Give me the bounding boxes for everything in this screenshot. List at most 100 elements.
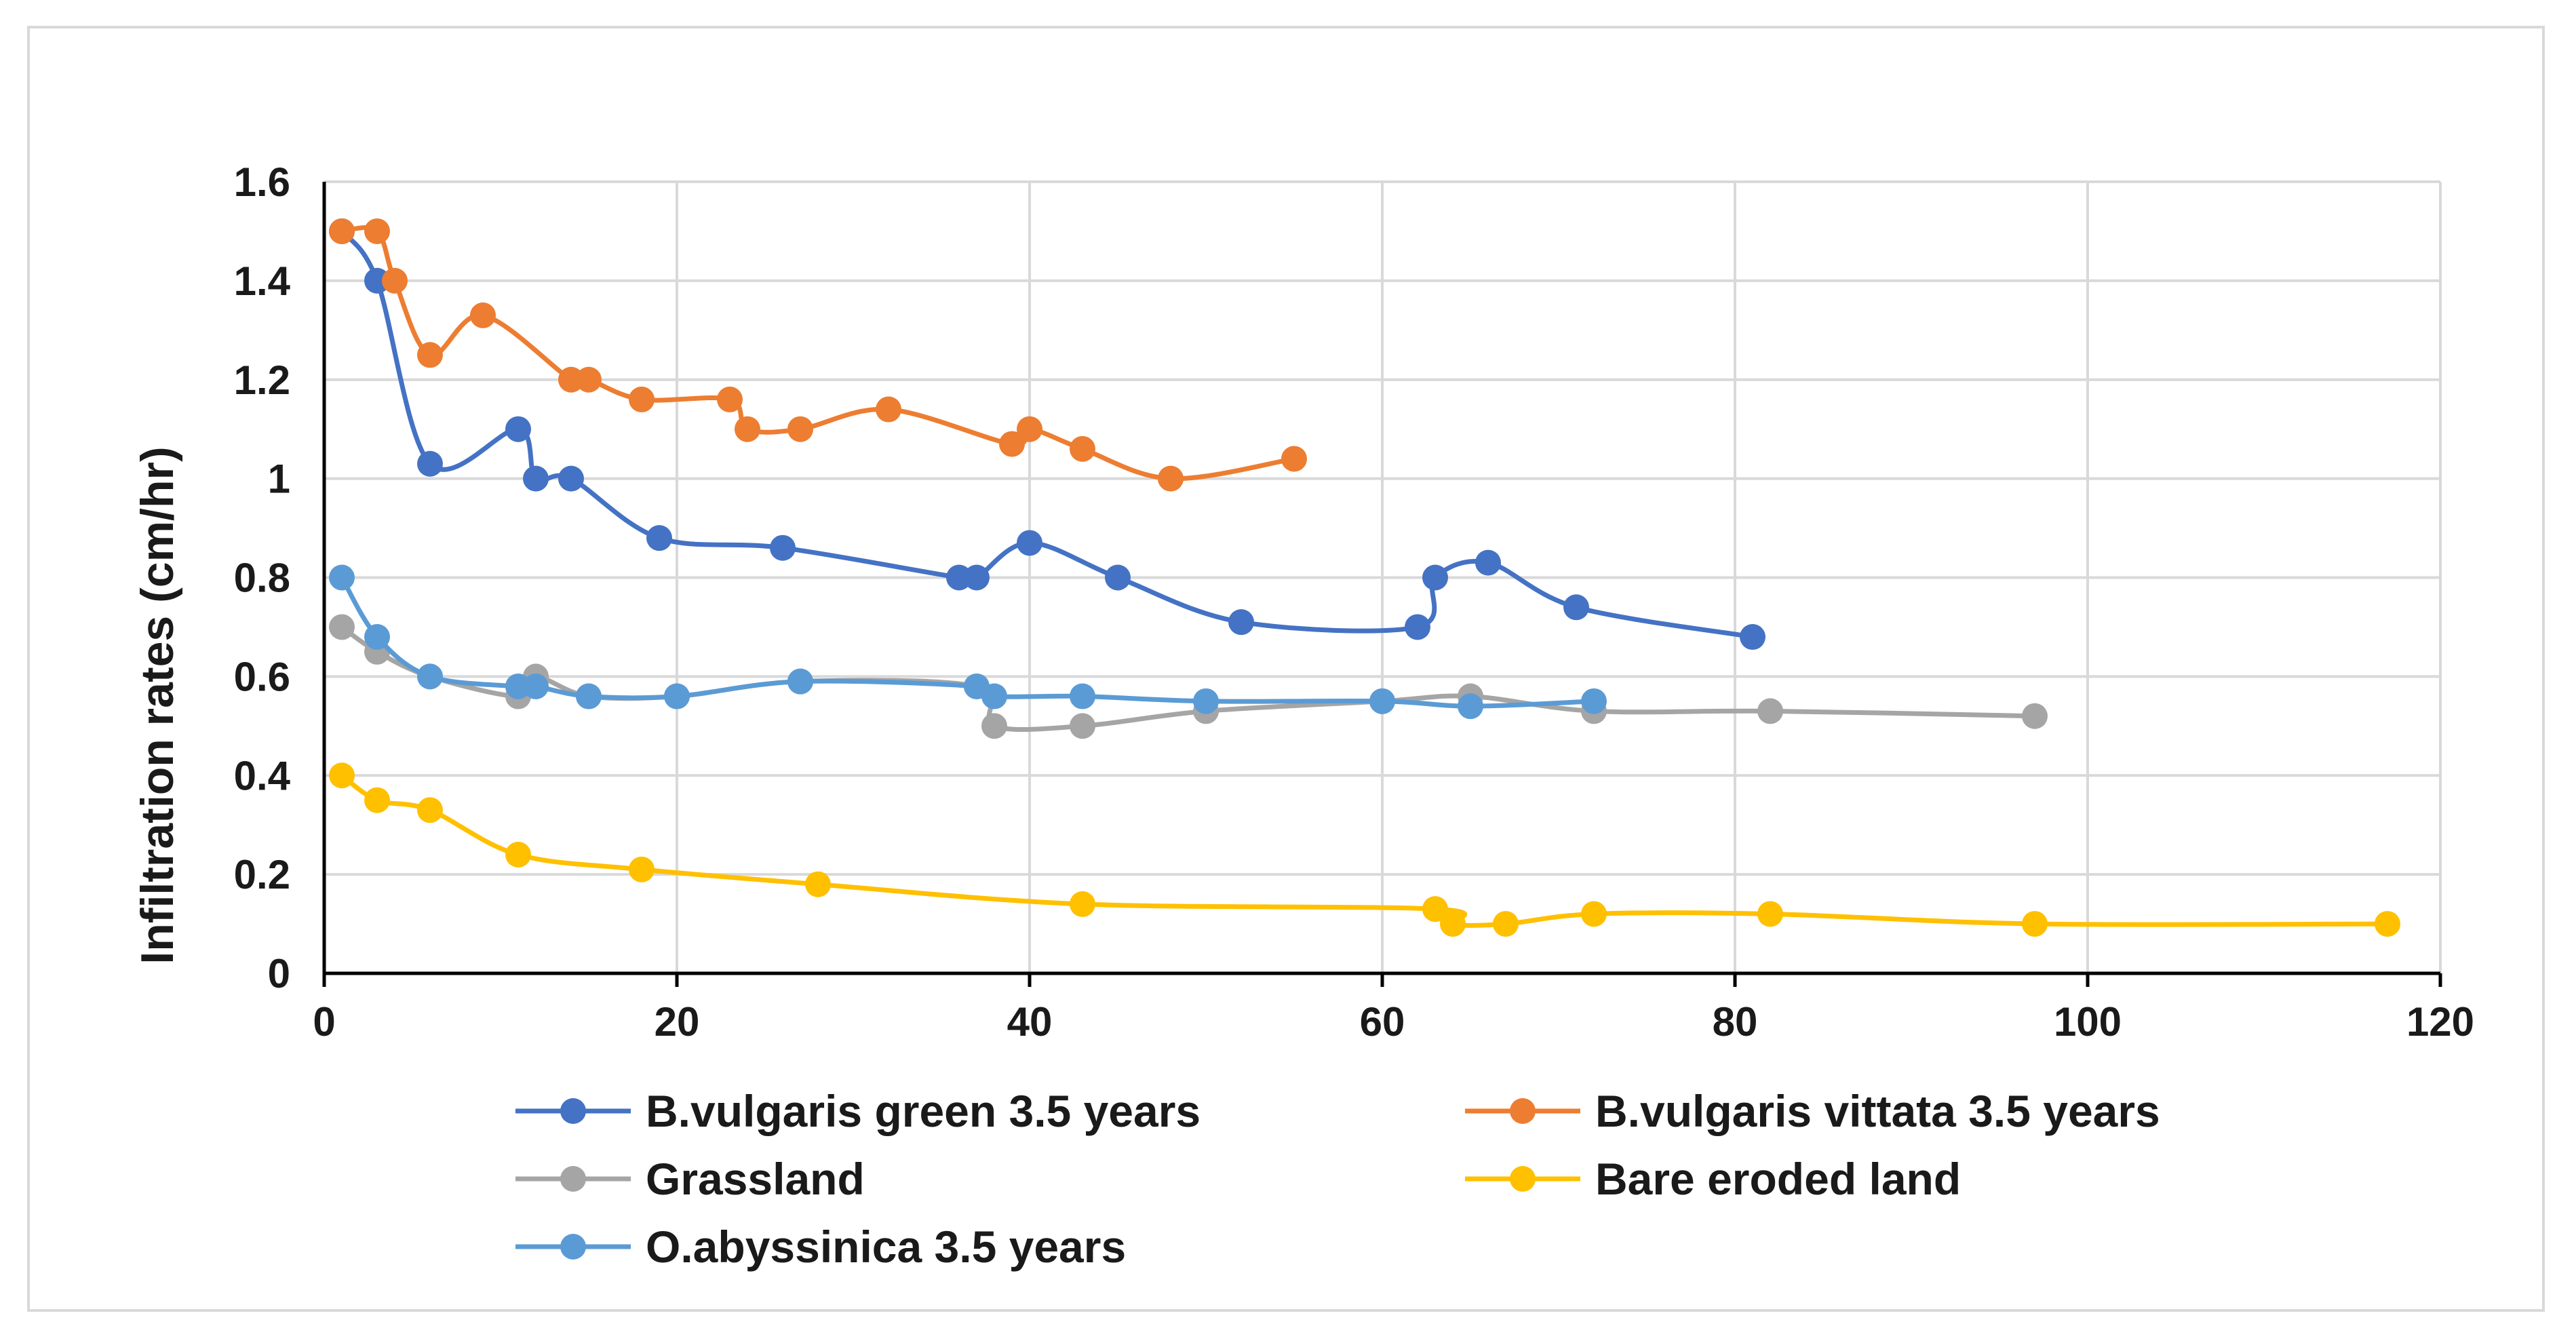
data-point [1458,693,1483,720]
y-tick-label: 1.4 [234,258,291,304]
data-point [1581,901,1607,927]
legend-marker [1510,1098,1536,1124]
data-point [1070,683,1095,709]
y-tick-label: 0.2 [234,852,290,897]
y-axis-ticks: 0 0.2 0.4 0.6 0.8 1 1.2 1.4 1.6 [234,159,291,996]
x-tick-label: 100 [2054,999,2122,1045]
x-tick-label: 40 [1007,999,1053,1045]
data-point [629,856,655,882]
chart-frame [27,26,2545,1312]
data-point [787,668,813,695]
data-point [1422,564,1448,591]
data-point [646,525,672,551]
data-point [576,683,602,709]
data-point [364,787,390,813]
x-tick-label: 0 [313,999,335,1045]
legend-marker [560,1166,586,1192]
legend-item: O.abyssinica 3.5 years [515,1222,1126,1272]
legend-label: O.abyssinica 3.5 years [646,1222,1126,1272]
data-point [523,673,549,699]
data-point [1228,609,1254,636]
data-point [382,267,408,294]
data-point [981,713,1007,739]
data-point [735,416,760,442]
series-line [339,225,1297,482]
legend-item: B.vulgaris green 3.5 years [515,1086,1201,1136]
x-tick-label: 20 [655,999,700,1045]
series-b-vulgaris-vittata-3-5-years [329,218,1307,492]
data-point [2022,703,2048,729]
data-point [787,416,813,442]
data-point [505,416,531,442]
data-point [629,386,655,412]
series-o-abyssinica-3-5-years [329,564,1607,720]
data-point [1475,549,1501,576]
data-point [999,431,1025,457]
series-line [339,575,1597,709]
data-point [1281,446,1307,472]
x-tick-label: 60 [1360,999,1405,1045]
data-point [364,624,390,650]
legend-label: B.vulgaris vittata 3.5 years [1595,1086,2160,1136]
grid [324,180,2442,973]
y-tick-label: 1 [268,456,290,502]
data-point [1440,911,1466,937]
legend-marker [560,1098,586,1124]
data-point [1105,564,1131,591]
data-point [1369,688,1395,714]
legend-item: Bare eroded land [1465,1154,1961,1204]
data-point [417,663,443,690]
series [329,218,2400,937]
data-point [1193,688,1219,714]
x-axis-ticks: 0 20 40 60 80 100 120 [313,999,2474,1045]
y-tick-label: 0.4 [234,753,291,798]
data-point [329,614,355,640]
y-tick-label: 0.6 [234,654,290,699]
data-point [1757,901,1783,927]
data-point [1581,688,1607,714]
data-point [558,465,584,492]
data-point [364,218,390,244]
data-point [1405,614,1430,640]
series-bare-eroded-land [329,762,2400,937]
y-tick-label: 0.8 [234,556,290,601]
data-point [417,342,443,368]
y-tick-label: 0 [268,951,290,996]
data-point [505,841,531,868]
data-point [876,396,901,423]
axes [322,182,2442,987]
legend-item: B.vulgaris vittata 3.5 years [1465,1086,2160,1136]
y-axis-title: Infiltration rates (cm/hr) [132,446,183,964]
legend-marker [560,1234,586,1260]
data-point [1070,713,1095,739]
series-line [339,773,2390,928]
data-point [2022,911,2048,937]
data-point [946,564,972,591]
legend-label: B.vulgaris green 3.5 years [646,1086,1201,1136]
data-point [329,762,355,789]
data-point [417,450,443,477]
data-point [805,871,831,897]
legend-label: Grassland [646,1154,865,1204]
data-point [329,218,355,244]
data-point [770,534,796,561]
legend-item: Grassland [515,1154,865,1204]
data-point [505,673,531,699]
data-point [1563,594,1589,621]
data-point [417,797,443,823]
data-point [1422,896,1448,922]
data-point [981,683,1007,709]
data-point [470,302,496,328]
data-point [1740,624,1765,650]
data-point [576,366,602,393]
legend-marker [1510,1166,1536,1192]
data-point [1017,530,1042,556]
data-point [1070,435,1095,462]
data-point [664,683,690,709]
data-point [1757,698,1783,724]
data-point [1070,891,1095,917]
data-point [1017,416,1042,442]
legend: B.vulgaris green 3.5 years B.vulgaris vit… [515,1086,2160,1272]
data-point [329,564,355,591]
